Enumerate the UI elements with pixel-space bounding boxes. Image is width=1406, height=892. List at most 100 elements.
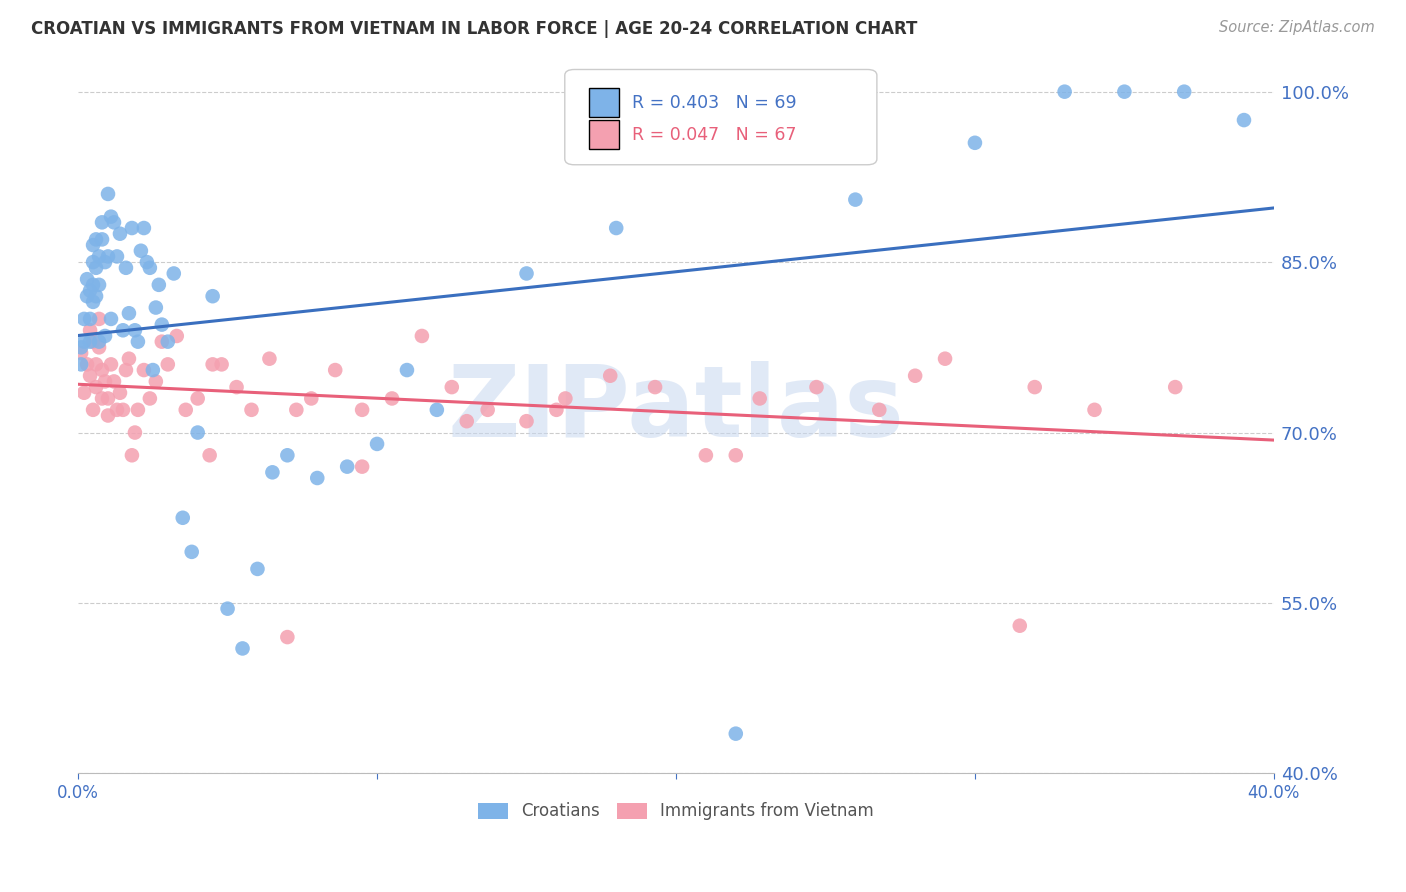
Point bbox=[246, 562, 269, 576]
Point bbox=[139, 260, 162, 275]
Point bbox=[79, 284, 101, 298]
Point bbox=[1233, 113, 1256, 128]
Point bbox=[76, 289, 98, 303]
Point bbox=[201, 357, 224, 371]
Point bbox=[163, 267, 186, 281]
Point bbox=[262, 466, 284, 480]
Point bbox=[79, 334, 101, 349]
Point bbox=[142, 363, 165, 377]
Point bbox=[166, 329, 188, 343]
Point bbox=[87, 312, 110, 326]
Point bbox=[127, 334, 149, 349]
Point bbox=[381, 392, 404, 406]
Point bbox=[97, 249, 120, 263]
Point bbox=[180, 545, 202, 559]
Point bbox=[411, 329, 433, 343]
Point bbox=[1008, 618, 1031, 632]
Point bbox=[100, 357, 122, 371]
Point bbox=[934, 351, 956, 366]
Point bbox=[87, 277, 110, 292]
Point bbox=[132, 221, 155, 235]
Point bbox=[1164, 380, 1187, 394]
Point bbox=[91, 392, 114, 406]
Text: CROATIAN VS IMMIGRANTS FROM VIETNAM IN LABOR FORCE | AGE 20-24 CORRELATION CHART: CROATIAN VS IMMIGRANTS FROM VIETNAM IN L… bbox=[31, 20, 917, 37]
Point bbox=[82, 277, 104, 292]
Point bbox=[276, 448, 298, 462]
Point bbox=[599, 368, 621, 383]
Point bbox=[201, 289, 224, 303]
Point bbox=[87, 334, 110, 349]
Point bbox=[605, 221, 627, 235]
Point bbox=[1114, 85, 1136, 99]
Point bbox=[82, 402, 104, 417]
Point bbox=[124, 425, 146, 440]
Point bbox=[105, 249, 128, 263]
Point bbox=[352, 459, 374, 474]
Point bbox=[73, 334, 96, 349]
Point bbox=[76, 272, 98, 286]
Point bbox=[844, 193, 866, 207]
Point bbox=[546, 402, 568, 417]
Point bbox=[97, 409, 120, 423]
Point bbox=[135, 255, 157, 269]
Point bbox=[79, 312, 101, 326]
Point bbox=[82, 238, 104, 252]
Point bbox=[198, 448, 221, 462]
Point bbox=[145, 375, 167, 389]
Point bbox=[644, 380, 666, 394]
FancyBboxPatch shape bbox=[589, 120, 619, 150]
Point bbox=[73, 312, 96, 326]
Point bbox=[440, 380, 463, 394]
Point bbox=[1083, 402, 1105, 417]
Point bbox=[100, 210, 122, 224]
Point bbox=[352, 402, 374, 417]
Point bbox=[100, 312, 122, 326]
Point bbox=[1024, 380, 1046, 394]
Point bbox=[172, 510, 194, 524]
Point bbox=[211, 357, 233, 371]
Point bbox=[515, 414, 537, 428]
Point bbox=[121, 221, 143, 235]
Point bbox=[70, 346, 93, 360]
Point bbox=[82, 294, 104, 309]
Point bbox=[515, 267, 537, 281]
Point bbox=[82, 334, 104, 349]
Point bbox=[724, 448, 747, 462]
Point bbox=[70, 357, 93, 371]
Point bbox=[426, 402, 449, 417]
Point bbox=[904, 368, 927, 383]
Text: R = 0.047   N = 67: R = 0.047 N = 67 bbox=[631, 126, 796, 144]
Point bbox=[84, 232, 107, 246]
Point bbox=[94, 255, 117, 269]
Point bbox=[150, 318, 173, 332]
Point bbox=[118, 306, 141, 320]
Point bbox=[963, 136, 986, 150]
Point bbox=[748, 392, 770, 406]
Point bbox=[150, 334, 173, 349]
Point bbox=[477, 402, 499, 417]
Point bbox=[87, 340, 110, 354]
Point bbox=[806, 380, 828, 394]
Point bbox=[299, 392, 322, 406]
Point bbox=[105, 402, 128, 417]
Point bbox=[156, 334, 179, 349]
Point bbox=[174, 402, 197, 417]
Point bbox=[115, 363, 138, 377]
Point bbox=[115, 260, 138, 275]
Point bbox=[156, 357, 179, 371]
Text: ZIPatlas: ZIPatlas bbox=[447, 361, 904, 458]
Point bbox=[76, 357, 98, 371]
Point bbox=[118, 351, 141, 366]
Point bbox=[94, 375, 117, 389]
Point bbox=[187, 392, 209, 406]
Point bbox=[97, 392, 120, 406]
Point bbox=[91, 232, 114, 246]
Point bbox=[73, 385, 96, 400]
Point bbox=[1053, 85, 1076, 99]
Point bbox=[91, 363, 114, 377]
Point bbox=[231, 641, 253, 656]
Point bbox=[868, 402, 890, 417]
Point bbox=[79, 323, 101, 337]
Point bbox=[103, 215, 125, 229]
Point bbox=[84, 380, 107, 394]
